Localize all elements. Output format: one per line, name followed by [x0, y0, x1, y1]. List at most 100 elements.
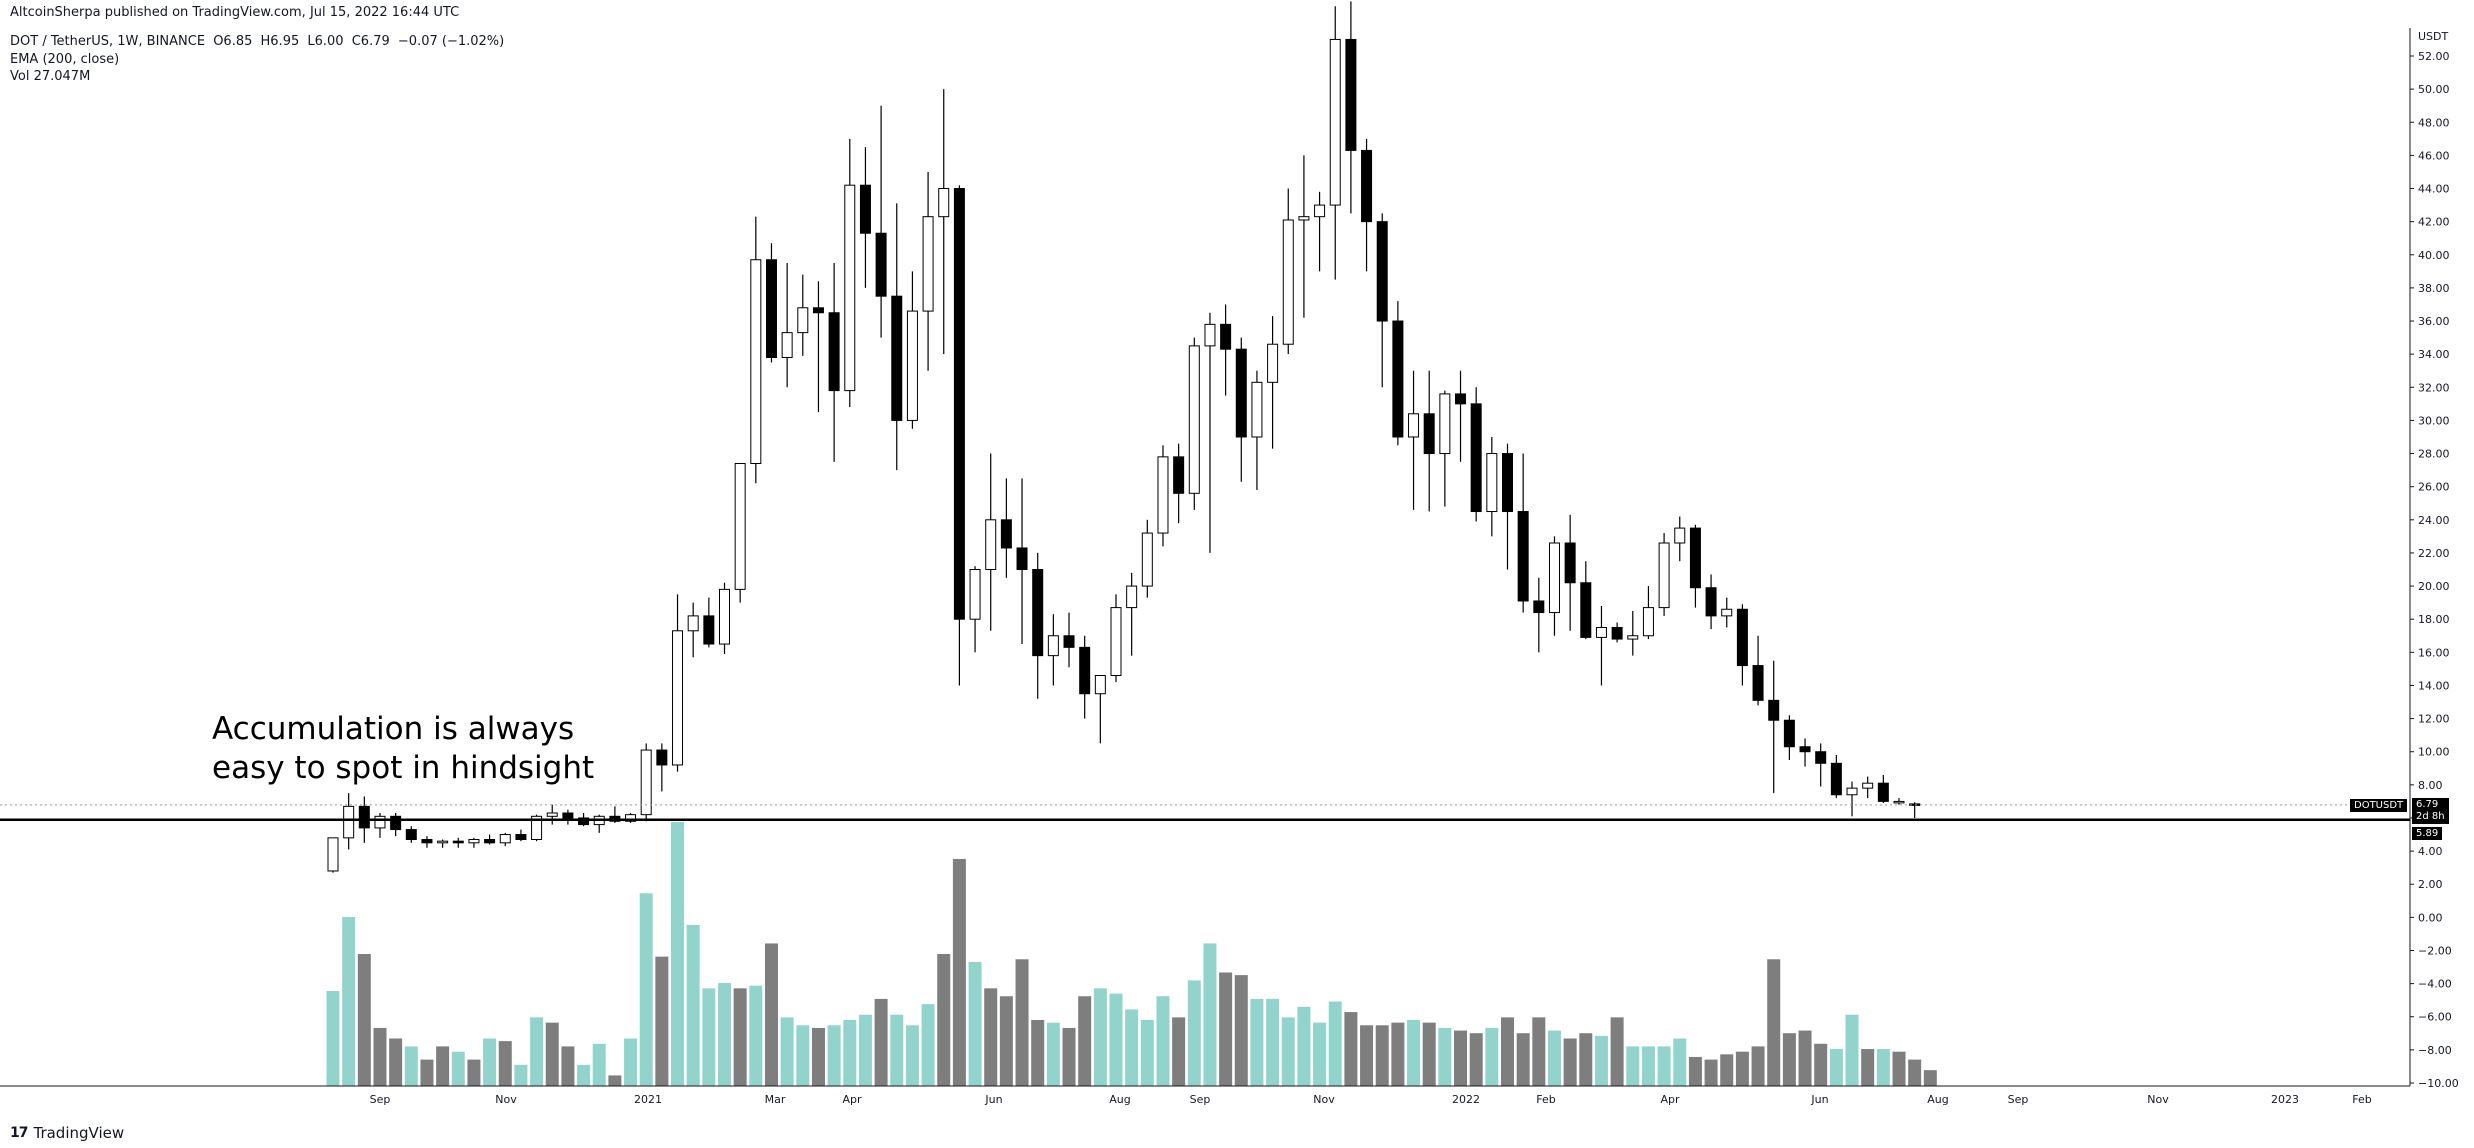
candle-body	[1298, 216, 1310, 221]
time-tick-label: Apr	[842, 1093, 862, 1106]
candle-body	[1423, 413, 1435, 455]
candle-body	[640, 749, 652, 816]
ema-legend[interactable]: EMA (200, close)	[10, 52, 120, 67]
volume-bar	[764, 943, 778, 1086]
time-tick-label: Feb	[2352, 1093, 2371, 1106]
volume-bar	[1720, 1054, 1734, 1086]
candle-body	[1595, 626, 1607, 638]
candle-body	[1376, 221, 1388, 322]
candle-body	[374, 815, 386, 829]
price-tick-label: 42.00	[2418, 216, 2450, 229]
volume-bar	[1062, 1027, 1076, 1086]
candle-body	[1079, 646, 1091, 695]
ohlc-open: O6.85	[213, 34, 253, 49]
volume-bar	[1908, 1059, 1922, 1086]
volume-bar	[905, 1025, 919, 1086]
bar-countdown: 2d 8h	[2416, 811, 2445, 822]
time-tick-label: Mar	[765, 1093, 786, 1106]
volume-bar	[1814, 1043, 1828, 1086]
volume-bar	[1313, 1022, 1327, 1086]
candle-body	[812, 307, 824, 314]
volume-bar	[342, 917, 356, 1086]
volume-bar	[1767, 959, 1781, 1086]
candle-body	[1533, 600, 1545, 614]
candle-body	[358, 805, 370, 829]
candle-body	[1517, 511, 1529, 602]
volume-bar	[592, 1043, 606, 1086]
candle-body	[1204, 323, 1216, 347]
volume-legend[interactable]: Vol 27.047M	[10, 69, 90, 84]
price-tick-label: 28.00	[2418, 448, 2450, 461]
volume-bar	[718, 983, 731, 1086]
candle-body	[1502, 453, 1513, 513]
time-tick-label: Nov	[495, 1093, 517, 1106]
volume-bar	[1438, 1027, 1452, 1086]
volume-bar	[1391, 1022, 1405, 1086]
candle-body	[797, 307, 809, 334]
volume-bar	[1735, 1051, 1749, 1086]
candle-body	[578, 817, 590, 826]
candle-body	[1548, 542, 1560, 614]
time-tick-label: 2023	[2271, 1093, 2299, 1106]
volume-bar	[1892, 1051, 1906, 1086]
price-tick-label: 44.00	[2418, 183, 2450, 196]
symbol-legend[interactable]: DOT / TetherUS, 1W, BINANCE O6.85 H6.95 …	[10, 34, 508, 49]
volume-bar	[577, 1064, 591, 1086]
candle-body	[1220, 323, 1232, 350]
candle-body	[1893, 800, 1905, 804]
candle-body	[1251, 381, 1263, 438]
volume-bar	[843, 1020, 857, 1086]
volume-bar	[1532, 1017, 1546, 1086]
volume-bar	[1923, 1070, 1937, 1086]
annotation-line-2: easy to spot in hindsight	[212, 750, 595, 786]
volume-bar	[1829, 1049, 1843, 1086]
candle-body	[656, 749, 668, 766]
volume-label: Vol	[10, 69, 30, 84]
volume-value: 27.047M	[33, 69, 91, 84]
candle-body	[969, 569, 981, 620]
price-tick-label: 48.00	[2418, 116, 2450, 129]
volume-bar	[1610, 1017, 1624, 1086]
candle-body	[875, 232, 887, 297]
last-price-tag: 6.79 2d 8h	[2412, 798, 2449, 824]
candle-body	[1768, 699, 1780, 721]
volume-bar	[1172, 1017, 1186, 1086]
volume-bar	[1297, 1006, 1311, 1086]
candle-body	[1314, 204, 1326, 218]
price-tick-label: 22.00	[2418, 547, 2450, 560]
candle-body	[1408, 413, 1420, 438]
time-tick-label: Aug	[1109, 1093, 1130, 1106]
volume-bar	[1422, 1022, 1436, 1086]
volume-bar	[357, 954, 371, 1086]
tradingview-brand[interactable]: 17 TradingView	[10, 1124, 124, 1142]
candle-body	[672, 630, 684, 766]
candle-body	[703, 615, 715, 645]
time-tick-label: Sep	[370, 1093, 391, 1106]
time-tick-label: Jun	[984, 1093, 1002, 1106]
volume-bar	[858, 1014, 872, 1086]
volume-bar	[404, 1046, 418, 1086]
candle-body	[844, 184, 856, 392]
volume-bar	[1125, 1009, 1139, 1086]
volume-bar	[1626, 1046, 1640, 1086]
candle-body	[765, 259, 777, 358]
candle-body	[437, 840, 449, 844]
time-axis: Sep Nov 2021 Mar Apr Jun Aug Sep Nov 2022 Feb Apr Ju…	[370, 1093, 2372, 1106]
candle-body	[562, 812, 574, 819]
candle-body	[1705, 587, 1717, 617]
candle-body	[1110, 607, 1122, 677]
volume-bar	[655, 956, 669, 1086]
candle-body	[750, 259, 762, 464]
volume-bar	[1250, 998, 1264, 1086]
price-tick-label: 36.00	[2418, 315, 2450, 328]
candle-body	[515, 834, 527, 841]
volume-bar	[1798, 1030, 1812, 1086]
candle-body	[734, 462, 746, 590]
time-tick-label: Nov	[2147, 1093, 2169, 1106]
candle-body	[1173, 456, 1185, 494]
volume-bar	[451, 1051, 465, 1086]
price-tick-label: 52.00	[2418, 50, 2450, 63]
price-tick-label: 26.00	[2418, 481, 2450, 494]
volume-bar	[1187, 980, 1201, 1086]
